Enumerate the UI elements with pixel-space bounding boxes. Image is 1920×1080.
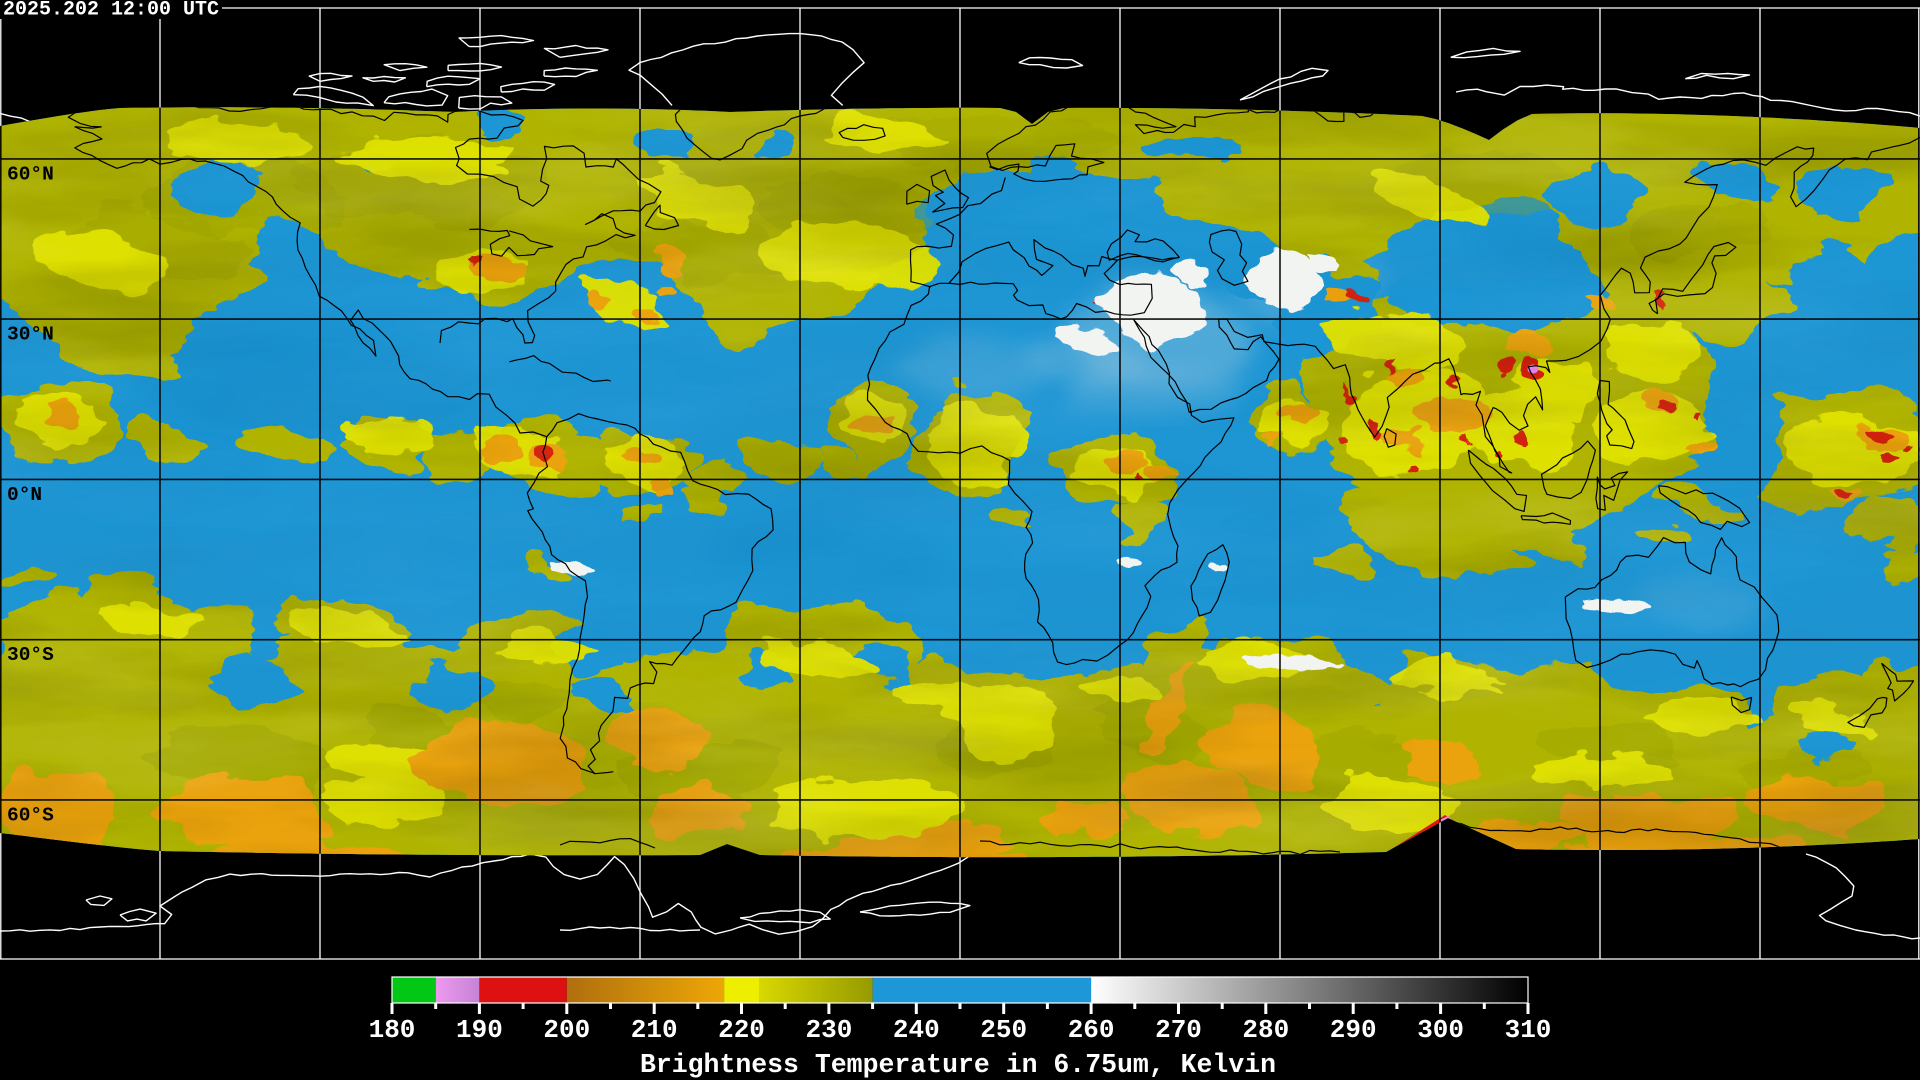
svg-text:180: 180 (369, 1015, 416, 1045)
svg-text:220: 220 (718, 1015, 765, 1045)
svg-text:0°N: 0°N (7, 484, 42, 506)
svg-text:30°N: 30°N (7, 324, 54, 346)
svg-text:60°N: 60°N (7, 164, 54, 186)
svg-text:Brightness Temperature in 6.75: Brightness Temperature in 6.75um, Kelvin (640, 1050, 1276, 1080)
svg-text:300: 300 (1417, 1015, 1464, 1045)
svg-text:270: 270 (1155, 1015, 1202, 1045)
svg-text:250: 250 (980, 1015, 1027, 1045)
svg-text:2025.202 12:00 UTC: 2025.202 12:00 UTC (3, 0, 219, 22)
svg-text:260: 260 (1068, 1015, 1115, 1045)
svg-text:210: 210 (631, 1015, 678, 1045)
svg-text:240: 240 (893, 1015, 940, 1045)
svg-text:200: 200 (543, 1015, 590, 1045)
svg-text:310: 310 (1505, 1015, 1552, 1045)
svg-text:30°S: 30°S (7, 644, 54, 666)
svg-text:230: 230 (805, 1015, 852, 1045)
svg-text:290: 290 (1330, 1015, 1377, 1045)
svg-text:190: 190 (456, 1015, 503, 1045)
svg-text:280: 280 (1242, 1015, 1289, 1045)
svg-text:60°S: 60°S (7, 804, 54, 826)
